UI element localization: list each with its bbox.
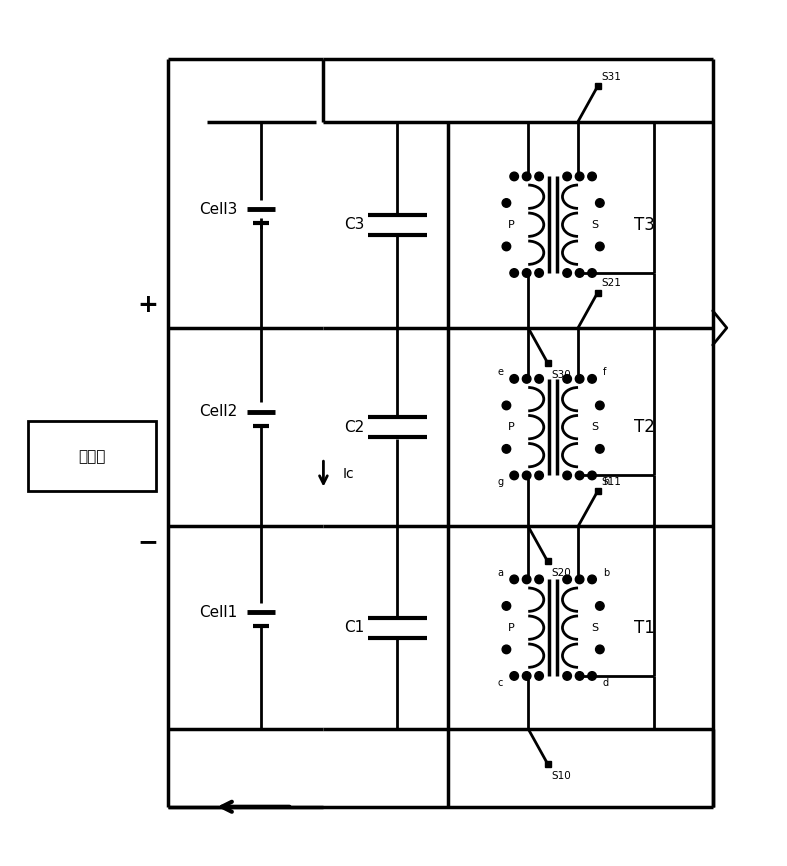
Text: T2: T2 — [634, 418, 655, 436]
Text: e: e — [497, 367, 504, 378]
Circle shape — [510, 672, 519, 680]
Text: S10: S10 — [552, 771, 571, 780]
Text: C1: C1 — [345, 620, 364, 635]
Text: P: P — [508, 220, 515, 229]
Text: c: c — [498, 677, 504, 688]
Circle shape — [563, 471, 571, 480]
Text: h: h — [603, 477, 609, 487]
Text: T3: T3 — [634, 216, 655, 234]
Circle shape — [502, 401, 511, 410]
Circle shape — [575, 172, 584, 181]
Text: b: b — [603, 568, 609, 578]
Circle shape — [523, 268, 531, 277]
Circle shape — [510, 172, 519, 181]
Circle shape — [596, 645, 604, 654]
Circle shape — [563, 172, 571, 181]
Circle shape — [535, 672, 543, 680]
Text: Ic: Ic — [343, 467, 354, 481]
Text: g: g — [497, 477, 504, 487]
Circle shape — [502, 198, 511, 207]
Text: S: S — [592, 623, 599, 633]
Text: S20: S20 — [552, 568, 571, 578]
Circle shape — [596, 198, 604, 207]
Text: d: d — [603, 677, 609, 688]
Text: Cell1: Cell1 — [199, 604, 238, 619]
Text: a: a — [497, 568, 504, 578]
Circle shape — [510, 268, 519, 277]
Circle shape — [502, 444, 511, 453]
Circle shape — [563, 375, 571, 383]
Text: C3: C3 — [345, 217, 364, 232]
Circle shape — [523, 375, 531, 383]
Circle shape — [575, 375, 584, 383]
Text: 充电机: 充电机 — [78, 449, 105, 464]
Text: S: S — [592, 220, 599, 229]
Circle shape — [596, 401, 604, 410]
Circle shape — [502, 242, 511, 251]
Text: S: S — [592, 422, 599, 432]
Text: P: P — [508, 422, 515, 432]
Circle shape — [523, 575, 531, 584]
Circle shape — [523, 672, 531, 680]
Circle shape — [535, 375, 543, 383]
Circle shape — [596, 444, 604, 453]
Circle shape — [596, 242, 604, 251]
Text: T1: T1 — [634, 618, 655, 637]
Circle shape — [588, 471, 597, 480]
Circle shape — [510, 575, 519, 584]
Circle shape — [535, 575, 543, 584]
Circle shape — [588, 268, 597, 277]
Circle shape — [523, 471, 531, 480]
Text: S31: S31 — [601, 72, 621, 82]
Text: +: + — [138, 293, 159, 316]
Text: P: P — [508, 623, 515, 633]
Text: S21: S21 — [601, 279, 621, 288]
Text: S11: S11 — [601, 477, 621, 487]
Circle shape — [535, 268, 543, 277]
Circle shape — [575, 471, 584, 480]
Text: Cell2: Cell2 — [199, 404, 238, 419]
Circle shape — [575, 575, 584, 584]
Circle shape — [523, 172, 531, 181]
Circle shape — [510, 471, 519, 480]
Circle shape — [510, 375, 519, 383]
Circle shape — [588, 672, 597, 680]
Circle shape — [563, 672, 571, 680]
Circle shape — [535, 172, 543, 181]
Text: C2: C2 — [345, 420, 364, 435]
Text: −: − — [138, 530, 159, 554]
Circle shape — [575, 672, 584, 680]
Circle shape — [588, 375, 597, 383]
Text: f: f — [603, 367, 606, 378]
Circle shape — [563, 575, 571, 584]
Circle shape — [502, 602, 511, 611]
Circle shape — [563, 268, 571, 277]
Circle shape — [588, 575, 597, 584]
Circle shape — [535, 471, 543, 480]
Text: Cell3: Cell3 — [199, 202, 238, 216]
Text: S30: S30 — [552, 370, 571, 379]
Circle shape — [596, 602, 604, 611]
Circle shape — [588, 172, 597, 181]
Bar — [28, 422, 156, 491]
Circle shape — [575, 268, 584, 277]
Circle shape — [502, 645, 511, 654]
